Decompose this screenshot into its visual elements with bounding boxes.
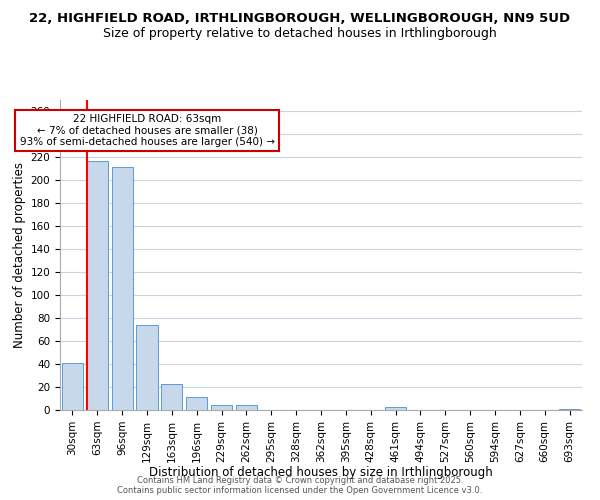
Text: 22 HIGHFIELD ROAD: 63sqm
← 7% of detached houses are smaller (38)
93% of semi-de: 22 HIGHFIELD ROAD: 63sqm ← 7% of detache…	[19, 114, 275, 147]
Bar	[161, 384, 182, 410]
Y-axis label: Number of detached properties: Number of detached properties	[13, 162, 26, 348]
Text: 22, HIGHFIELD ROAD, IRTHLINGBOROUGH, WELLINGBOROUGH, NN9 5UD: 22, HIGHFIELD ROAD, IRTHLINGBOROUGH, WEL…	[29, 12, 571, 26]
Text: Contains HM Land Registry data © Crown copyright and database right 2025.: Contains HM Land Registry data © Crown c…	[137, 476, 463, 485]
Bar	[87, 161, 108, 410]
Text: Contains public sector information licensed under the Open Government Licence v3: Contains public sector information licen…	[118, 486, 482, 495]
Text: Size of property relative to detached houses in Irthlingborough: Size of property relative to detached ho…	[103, 28, 497, 40]
Bar	[236, 406, 257, 410]
Bar	[62, 363, 83, 410]
Bar	[136, 325, 158, 410]
X-axis label: Distribution of detached houses by size in Irthlingborough: Distribution of detached houses by size …	[149, 466, 493, 479]
Bar	[211, 406, 232, 410]
Bar	[112, 166, 133, 410]
Bar	[186, 398, 207, 410]
Bar	[385, 406, 406, 410]
Bar	[559, 409, 580, 410]
